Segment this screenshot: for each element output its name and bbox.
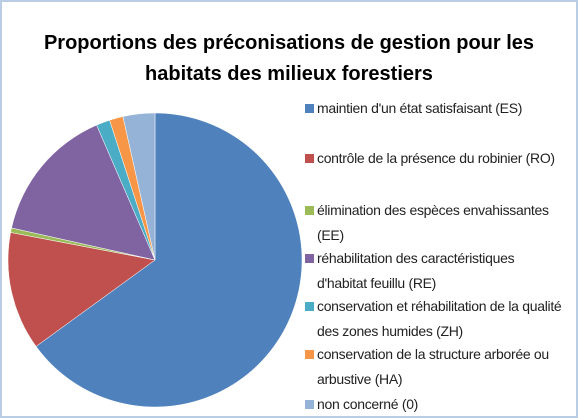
legend-label: non concerné (0) <box>317 396 419 412</box>
pie-slice <box>7 232 156 347</box>
pie-slice <box>35 112 303 408</box>
legend-entry: élimination des espèces envahissantes (E… <box>305 198 567 247</box>
legend-swatch <box>305 154 314 163</box>
legend-label: réhabilitation des caractéristiques d'ha… <box>317 250 515 291</box>
pie-slice <box>11 124 156 261</box>
legend-label: maintien d'un état satisfaisant (ES) <box>317 100 523 116</box>
chart-title: Proportions des préconisations de gestio… <box>43 32 535 85</box>
legend-label: conservation et réhabilitation de la qua… <box>317 298 562 339</box>
legend-swatch <box>305 302 314 311</box>
legend-swatch <box>305 350 314 359</box>
legend-entry: réhabilitation des caractéristiques d'ha… <box>305 246 567 295</box>
legend-entry: conservation et réhabilitation de la qua… <box>305 294 567 343</box>
legend-label: conservation de la structure arborée ou … <box>317 346 549 387</box>
legend-label: contrôle de la présence du robinier (RO) <box>317 150 555 166</box>
legend-label: élimination des espèces envahissantes (E… <box>317 202 549 243</box>
pie-slice <box>122 112 156 261</box>
legend-entry: non concerné (0) <box>305 392 567 417</box>
legend-entry: maintien d'un état satisfaisant (ES) <box>305 96 567 121</box>
legend-entry: contrôle de la présence du robinier (RO) <box>305 146 567 171</box>
legend-swatch <box>305 104 314 113</box>
legend-swatch <box>305 254 314 263</box>
legend-swatch <box>305 400 314 409</box>
legend-swatch <box>305 206 314 215</box>
legend-entry: conservation de la structure arborée ou … <box>305 342 567 391</box>
